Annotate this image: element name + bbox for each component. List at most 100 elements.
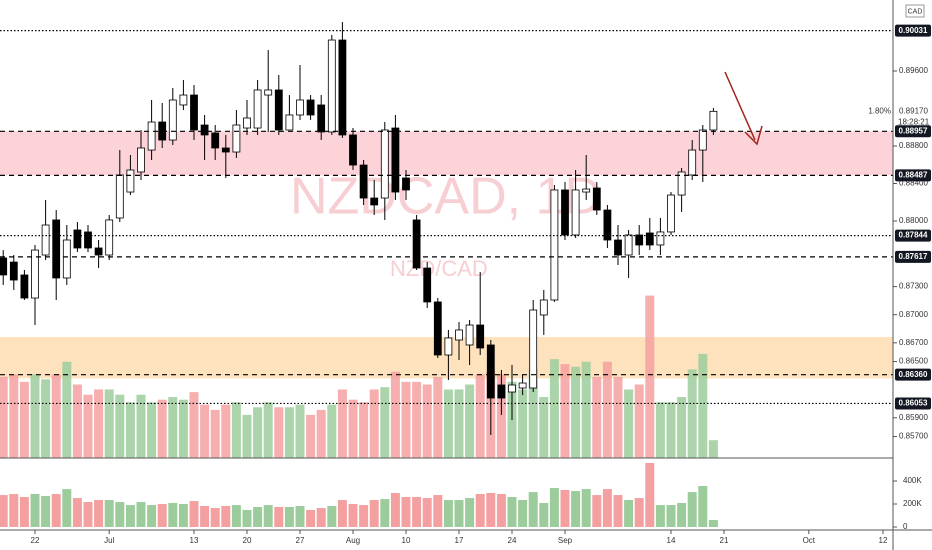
- candle-body: [709, 110, 718, 131]
- x-tick-label: Sep: [558, 536, 573, 545]
- volume-bar: [221, 505, 231, 527]
- level-tag-label: 0.88487: [899, 170, 928, 179]
- level-tag: [895, 229, 931, 242]
- candle-body: [317, 104, 326, 133]
- y-tick-label: 0.88800: [899, 141, 928, 150]
- volume-tick-label: 200K: [903, 499, 922, 508]
- volume-bar: [168, 502, 178, 527]
- candle-body: [94, 247, 103, 256]
- candle-body: [561, 189, 569, 236]
- volume-overlay-bar: [94, 389, 104, 458]
- volume-tick-label: 0: [903, 522, 908, 531]
- volume-bar: [83, 502, 93, 527]
- volume-overlay-bar: [147, 402, 157, 458]
- volume-overlay-bar: [433, 376, 443, 458]
- y-tick-label: 0.86500: [899, 357, 928, 366]
- candle-body: [232, 124, 241, 153]
- y-tick-label: 0.87000: [899, 310, 928, 319]
- candle-body: [126, 169, 135, 193]
- candle-body: [645, 232, 654, 246]
- volume-bar: [698, 485, 708, 527]
- level-tag: [895, 250, 931, 263]
- x-tick-label: 13: [190, 536, 199, 545]
- arrow-annotation: [724, 71, 756, 141]
- volume-bar: [433, 495, 443, 527]
- volume-bar: [327, 505, 337, 527]
- candle-body: [688, 149, 697, 176]
- level-tag-label: 0.87617: [899, 252, 928, 261]
- volume-bar: [30, 494, 40, 527]
- candle-body: [327, 39, 336, 133]
- candle-body: [285, 114, 294, 131]
- axis-layer: 0.89600 0.88800 0.88400 0.88000 0.87300 0.870…: [31, 24, 931, 545]
- volume-overlay-bar: [189, 392, 199, 458]
- candle-body: [550, 189, 559, 301]
- volume-overlay-bar: [465, 384, 475, 458]
- volume-bar: [72, 498, 82, 527]
- level-tag: [895, 169, 931, 182]
- volume-overlay-bar: [51, 374, 61, 458]
- volume-overlay-bar: [698, 353, 708, 458]
- x-tick-label: 17: [455, 536, 464, 545]
- volume-bar: [210, 508, 220, 527]
- candle-body: [380, 129, 389, 199]
- candle-body: [635, 234, 644, 246]
- countdown: 18:28:21: [898, 117, 930, 126]
- currency-box[interactable]: [905, 4, 925, 18]
- volume-bar: [454, 499, 464, 527]
- volume-overlay-bar: [571, 366, 581, 458]
- volume-overlay-bar: [306, 414, 316, 458]
- volume-bar: [422, 498, 432, 527]
- candle-body: [423, 267, 432, 303]
- y-tick-label: 0.88400: [899, 179, 928, 188]
- volume-bar: [475, 494, 485, 527]
- y-tick-label: 0.86700: [899, 338, 928, 347]
- volume-overlay-bar: [0, 376, 8, 458]
- candle-body: [84, 231, 92, 249]
- volume-bar: [19, 497, 29, 527]
- volume-bar: [539, 502, 549, 527]
- candle-body: [444, 337, 453, 356]
- candle-body: [52, 219, 61, 279]
- level-tag: [895, 397, 931, 410]
- candle-body: [253, 89, 262, 129]
- volume-overlay-bar: [443, 389, 453, 458]
- volume-overlay-bar: [231, 402, 241, 458]
- volume-overlay-bar: [655, 402, 665, 458]
- volume-overlay-bar: [677, 397, 687, 458]
- volume-overlay-bar: [687, 369, 697, 458]
- volume-bar: [677, 502, 687, 527]
- candle-body: [243, 117, 251, 129]
- volume-overlay-bar: [475, 374, 485, 458]
- last-price-change: 1.80%: [868, 106, 891, 115]
- volume-overlay-bar: [624, 389, 634, 458]
- volume-bar: [62, 489, 72, 527]
- level-tag: [895, 125, 931, 138]
- volume-overlay-bar: [401, 381, 411, 458]
- volume-overlay-bar: [359, 402, 369, 458]
- volume-overlay-bar: [157, 399, 167, 458]
- candle-body: [539, 299, 548, 316]
- volume-overlay-bar: [549, 359, 559, 458]
- candle-body: [592, 187, 601, 211]
- candle-body: [497, 384, 506, 399]
- candle-body: [656, 231, 665, 246]
- volume-bar: [274, 507, 284, 527]
- candle-body: [115, 174, 124, 219]
- volume-overlay-bar: [295, 404, 305, 458]
- x-tick-label: 24: [508, 536, 517, 545]
- volume-overlay-bar: [666, 402, 676, 458]
- volume-bar: [51, 494, 61, 527]
- volume-overlay-bar: [104, 389, 114, 458]
- volume-overlay-bar: [62, 361, 72, 458]
- volume-bar: [231, 505, 241, 527]
- candle-body: [412, 219, 421, 269]
- y-tick-label: 0.89600: [899, 66, 928, 75]
- volume-overlay-bar: [210, 409, 220, 458]
- volume-bar: [348, 504, 358, 527]
- volume-bar: [136, 502, 146, 527]
- x-tick-label: 12: [879, 536, 888, 545]
- candle-body: [518, 382, 527, 389]
- candle-body: [147, 121, 156, 151]
- y-tick-label: 0.85900: [899, 413, 928, 422]
